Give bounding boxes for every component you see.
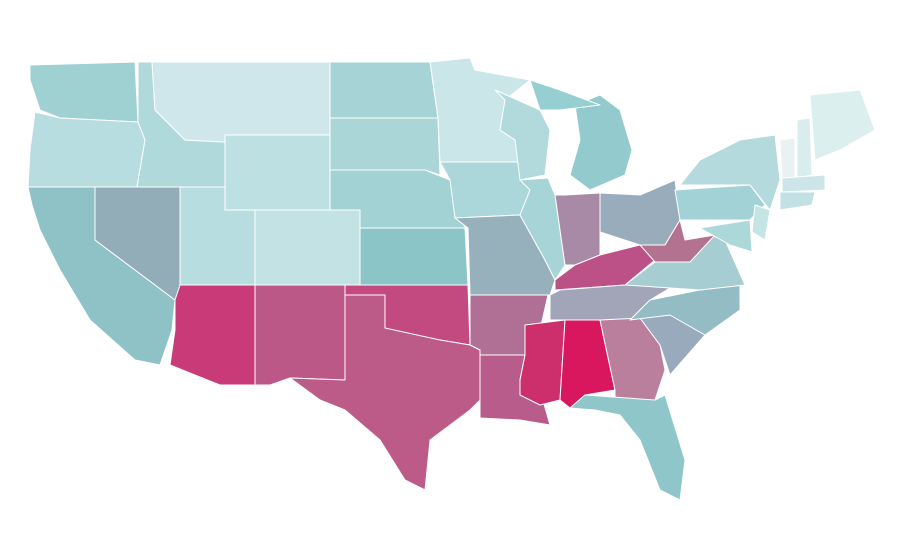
state — [254, 209, 361, 286]
state — [529, 79, 601, 111]
state — [796, 117, 813, 179]
state — [639, 219, 716, 263]
state — [151, 61, 331, 143]
state — [599, 179, 681, 246]
state — [359, 227, 469, 286]
state — [699, 219, 753, 253]
state — [679, 134, 781, 211]
state — [27, 111, 146, 188]
state — [329, 61, 439, 119]
state — [224, 134, 331, 211]
state — [329, 117, 441, 176]
state — [289, 294, 481, 491]
state — [169, 284, 256, 386]
state — [629, 284, 741, 336]
state — [779, 137, 796, 181]
state — [569, 394, 686, 501]
state — [781, 174, 826, 193]
state — [751, 204, 771, 241]
state — [809, 89, 876, 161]
state — [779, 191, 816, 211]
state — [569, 94, 633, 191]
state — [519, 319, 566, 406]
state — [29, 61, 139, 123]
state — [674, 184, 766, 221]
state — [254, 284, 346, 386]
state — [439, 161, 531, 219]
